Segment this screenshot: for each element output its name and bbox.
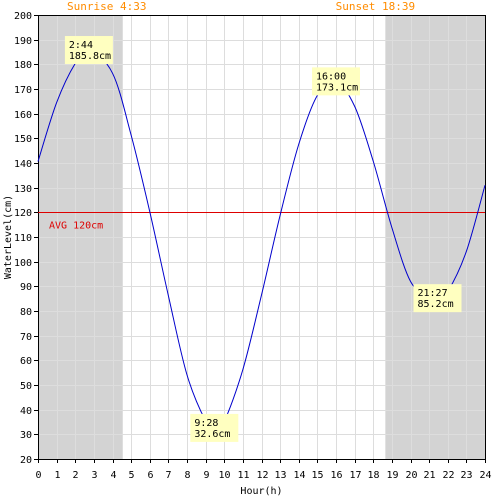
annotation-level: 32.6cm bbox=[194, 429, 230, 440]
annotation-time: 16:00 bbox=[316, 71, 346, 82]
y-axis-ticks: 20 30 40 50 60 70 80 90 100 110 120 130 140 150 160 170… bbox=[14, 11, 38, 466]
x-tick-label: 3 bbox=[91, 470, 97, 481]
annotation-box bbox=[64, 36, 113, 65]
y-tick-label: 200 bbox=[14, 11, 32, 22]
x-tick-label: 10 bbox=[218, 470, 230, 481]
x-tick-label: 5 bbox=[128, 470, 134, 481]
x-tick-label: 22 bbox=[442, 470, 454, 481]
x-tick-label: 12 bbox=[256, 470, 268, 481]
x-tick-label: 23 bbox=[460, 470, 472, 481]
x-tick-label: 1 bbox=[54, 470, 60, 481]
y-tick-label: 160 bbox=[14, 110, 32, 121]
y-tick-label: 130 bbox=[14, 184, 32, 195]
x-tick-label: 19 bbox=[386, 470, 398, 481]
annotation-level: 185.8cm bbox=[69, 51, 111, 62]
y-tick-label: 50 bbox=[20, 381, 32, 392]
x-tick-label: 16 bbox=[330, 470, 342, 481]
x-axis-ticks: 0 1 2 3 4 5 6 7 8 9 10 11 12 13 14 15 16 17 18 19 20 21 22 23 24 bbox=[35, 459, 492, 481]
y-tick-label: 140 bbox=[14, 159, 32, 170]
y-tick-label: 30 bbox=[20, 430, 32, 441]
y-tick-label: 80 bbox=[20, 307, 32, 318]
y-tick-label: 60 bbox=[20, 356, 32, 367]
y-tick-label: 190 bbox=[14, 36, 32, 47]
y-tick-label: 70 bbox=[20, 332, 32, 343]
annotation-time: 9:28 bbox=[194, 418, 218, 429]
x-tick-label: 15 bbox=[311, 470, 323, 481]
y-tick-label: 20 bbox=[20, 455, 32, 466]
y-axis-label: WaterLevel(cm) bbox=[3, 195, 14, 279]
x-tick-label: 13 bbox=[274, 470, 286, 481]
y-tick-label: 170 bbox=[14, 85, 32, 96]
average-line-group: AVG 120cm bbox=[38, 212, 485, 232]
annotation-level: 85.2cm bbox=[418, 299, 454, 310]
annotation-time: 21:27 bbox=[418, 288, 448, 299]
y-tick-label: 90 bbox=[20, 282, 32, 293]
x-tick-label: 9 bbox=[203, 470, 209, 481]
x-tick-label: 8 bbox=[184, 470, 190, 481]
x-tick-label: 6 bbox=[147, 470, 153, 481]
x-tick-label: 0 bbox=[35, 470, 41, 481]
x-tick-label: 17 bbox=[349, 470, 361, 481]
x-tick-label: 2 bbox=[72, 470, 78, 481]
y-tick-label: 100 bbox=[14, 258, 32, 269]
sunset-label: Sunset 18:39 bbox=[336, 0, 415, 13]
x-tick-label: 21 bbox=[423, 470, 435, 481]
annotation-level: 173.1cm bbox=[316, 82, 358, 93]
annotation-box bbox=[413, 284, 462, 313]
x-tick-label: 14 bbox=[293, 470, 305, 481]
x-tick-label: 20 bbox=[405, 470, 417, 481]
y-tick-label: 110 bbox=[14, 233, 32, 244]
x-axis-label: Hour(h) bbox=[240, 486, 282, 497]
y-tick-label: 150 bbox=[14, 134, 32, 145]
sunrise-label: Sunrise 4:33 bbox=[67, 0, 146, 13]
annotation-box bbox=[312, 67, 360, 96]
y-tick-label: 120 bbox=[14, 208, 32, 219]
annotation-time: 2:44 bbox=[69, 40, 93, 51]
x-tick-label: 4 bbox=[110, 470, 116, 481]
y-tick-label: 180 bbox=[14, 60, 32, 71]
grid bbox=[38, 15, 485, 459]
average-label: AVG 120cm bbox=[49, 221, 103, 232]
x-tick-label: 7 bbox=[165, 470, 171, 481]
x-tick-label: 18 bbox=[367, 470, 379, 481]
y-tick-label: 40 bbox=[20, 406, 32, 417]
x-tick-label: 24 bbox=[479, 470, 491, 481]
x-tick-label: 11 bbox=[237, 470, 249, 481]
annotation-box bbox=[190, 413, 239, 442]
